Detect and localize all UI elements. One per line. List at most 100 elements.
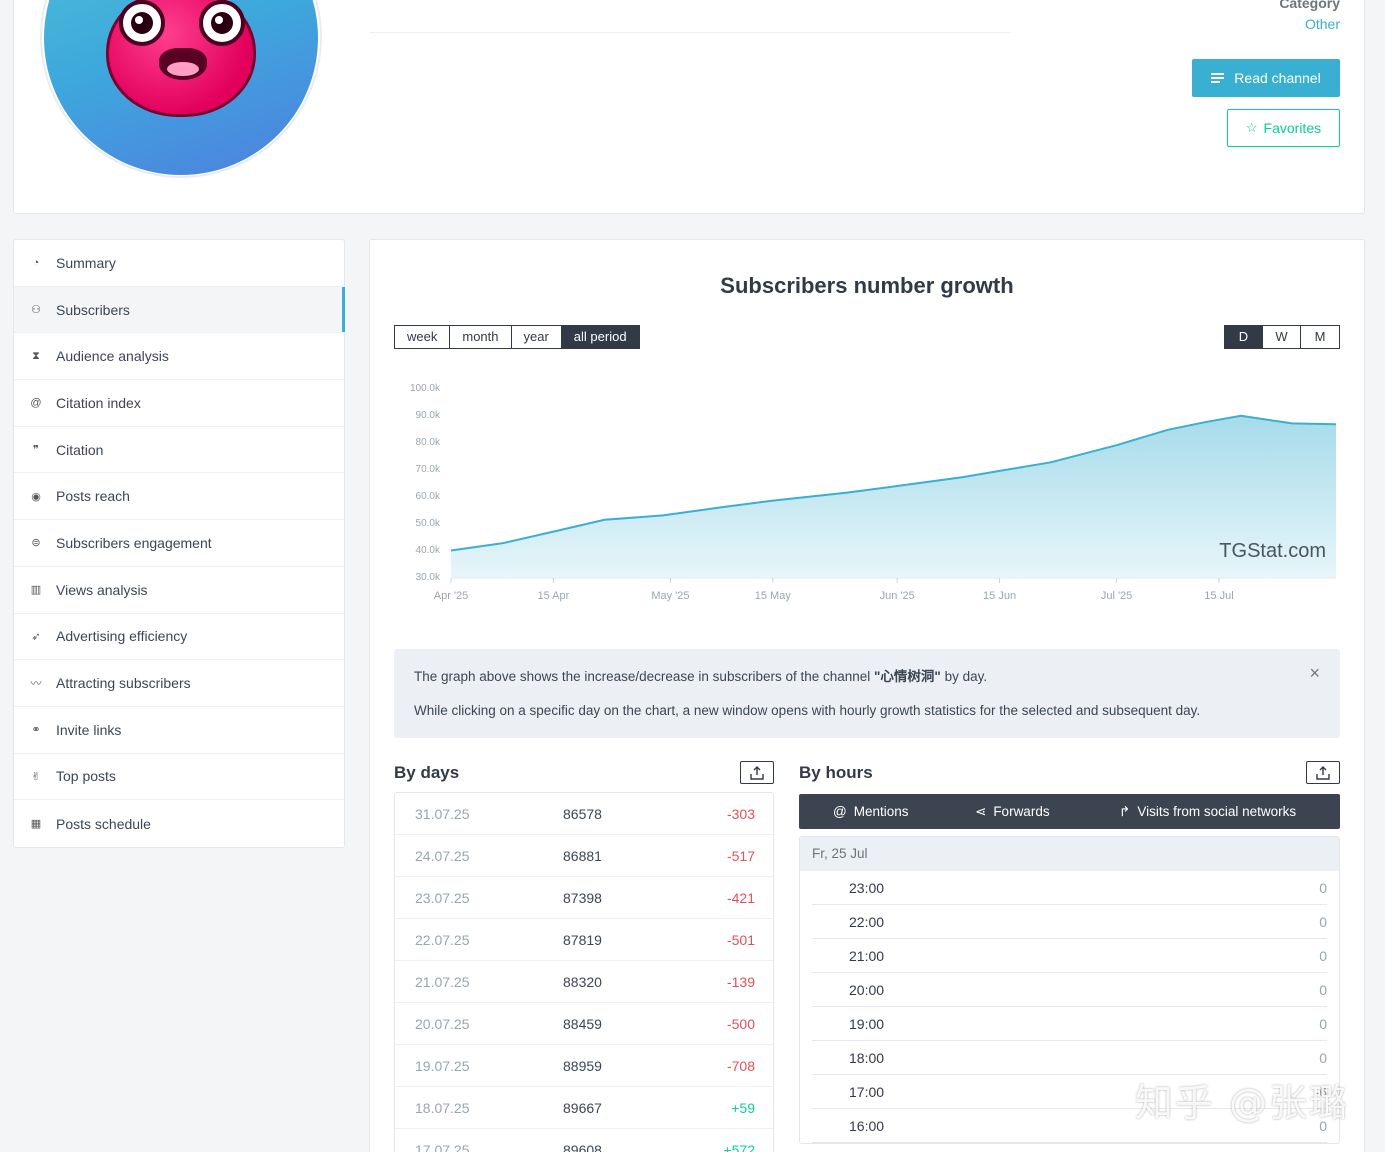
- table-row[interactable]: 20.07.25 88459 -500: [395, 1003, 773, 1045]
- hour-value: 0: [1319, 879, 1327, 896]
- table-row[interactable]: 21.07.25 88320 -139: [395, 961, 773, 1003]
- day-value: 88959: [563, 1057, 602, 1074]
- y-tick-label: 40.0k: [416, 545, 441, 556]
- table-row[interactable]: 22.07.25 87819 -501: [395, 919, 773, 961]
- period-year[interactable]: year: [512, 326, 562, 348]
- sidebar-item-audience-analysis[interactable]: ⧗ Audience analysis: [14, 333, 344, 381]
- sidebar-item-label: Audience analysis: [56, 348, 169, 365]
- hour-value: 0: [1319, 1049, 1327, 1066]
- days-table: 31.07.25 86578 -303 24.07.25 86881 -517 23.07.…: [394, 792, 774, 1152]
- hour-time: 16:00: [849, 1117, 885, 1134]
- sidebar-item-label: Advertising efficiency: [56, 628, 188, 645]
- day-date: 21.07.25: [415, 973, 470, 990]
- read-channel-button[interactable]: Read channel: [1192, 59, 1340, 97]
- sidebar-item-subscribers-engagement[interactable]: ⊜ Subscribers engagement: [14, 520, 344, 567]
- hour-time: 23:00: [849, 879, 885, 896]
- export-hours-button[interactable]: [1306, 761, 1340, 784]
- day-value: 89608: [563, 1141, 602, 1152]
- list-item: 20:00 0: [812, 973, 1327, 1007]
- hour-time: 20:00: [849, 981, 885, 998]
- channel-name: "心情树洞": [874, 669, 941, 684]
- engagement-icon: ⊜: [31, 537, 41, 550]
- at-icon: @: [30, 396, 42, 409]
- y-tick-label: 60.0k: [416, 491, 441, 502]
- sidebar-item-attracting-subscribers[interactable]: 〰 Attracting subscribers: [14, 660, 344, 707]
- sidebar-item-subscribers[interactable]: ⚇ Subscribers: [14, 286, 345, 334]
- category-value[interactable]: Other: [1304, 16, 1340, 32]
- tab-label: Forwards: [993, 804, 1050, 819]
- star-icon: ☆: [1245, 120, 1258, 135]
- day-value: 89667: [563, 1099, 602, 1116]
- list-item: 23:00 0: [812, 871, 1327, 905]
- link-icon: ⚭: [31, 724, 41, 737]
- by-days-title: By days: [394, 763, 460, 782]
- sidebar-item-label: Invite links: [56, 721, 122, 738]
- x-tick-label: May '25: [651, 590, 689, 602]
- period-month[interactable]: month: [450, 326, 512, 348]
- granularity-w[interactable]: W: [1263, 326, 1301, 348]
- day-change: +572: [723, 1141, 755, 1152]
- period-week[interactable]: week: [395, 326, 451, 348]
- upload-icon: [1316, 765, 1330, 780]
- table-row[interactable]: 17.07.25 89608 +572: [395, 1129, 773, 1152]
- avatar-mascot: [106, 0, 256, 117]
- y-tick-label: 30.0k: [416, 572, 441, 583]
- favorites-label: Favorites: [1263, 120, 1322, 136]
- sidebar-item-top-posts[interactable]: ✌ Top posts: [14, 754, 344, 801]
- x-tick-label: Apr '25: [434, 590, 469, 602]
- subscribers-chart[interactable]: 30.0k 40.0k 50.0k 60.0k 70.0k 80.0k 90.0k 100.0…: [394, 372, 1340, 612]
- dashboard-icon: ◔: [32, 256, 40, 269]
- x-tick-label: 15 May: [755, 590, 792, 602]
- export-days-button[interactable]: [740, 761, 774, 784]
- at-icon: @: [833, 804, 847, 819]
- hour-time: 21:00: [849, 947, 885, 964]
- list-item: 19:00 0: [812, 1007, 1327, 1041]
- sidebar-item-posts-reach[interactable]: ◉ Posts reach: [14, 473, 344, 521]
- close-icon[interactable]: ×: [1309, 663, 1320, 683]
- sidebar-nav: ◔ Summary ⚇ Subscribers ⧗ Audience analysis @ C…: [13, 239, 345, 848]
- calendar-icon: ▦: [30, 818, 42, 831]
- sidebar-item-posts-schedule[interactable]: ▦ Posts schedule: [14, 800, 344, 847]
- day-date: 19.07.25: [415, 1057, 470, 1074]
- day-date: 24.07.25: [415, 847, 470, 864]
- sidebar-item-invite-links[interactable]: ⚭ Invite links: [14, 707, 344, 754]
- table-row[interactable]: 31.07.25 86578 -303: [395, 793, 773, 835]
- eye-icon: ◉: [31, 490, 41, 503]
- x-tick-label: 15 Jul: [1204, 590, 1233, 602]
- table-row[interactable]: 18.07.25 89667 +59: [395, 1087, 773, 1129]
- table-row[interactable]: 19.07.25 88959 -708: [395, 1045, 773, 1087]
- hours-date-header: Fr, 25 Jul: [800, 837, 1339, 871]
- series-area: [451, 415, 1336, 577]
- day-change: +59: [731, 1099, 755, 1116]
- day-value: 86881: [563, 847, 602, 864]
- sidebar-item-citation-index[interactable]: @ Citation index: [14, 380, 344, 427]
- granularity-d[interactable]: D: [1225, 326, 1263, 348]
- bar-chart-icon: ▥: [30, 584, 42, 597]
- tab-visits-from-social-networks[interactable]: ↱ Visits from social networks: [1119, 804, 1296, 820]
- hour-time: 22:00: [849, 913, 885, 930]
- hour-time: 18:00: [849, 1049, 885, 1066]
- period-all-period[interactable]: all period: [561, 326, 639, 348]
- tab-forwards[interactable]: ⋖ Forwards: [975, 804, 1050, 820]
- sidebar-item-summary[interactable]: ◔ Summary: [14, 240, 344, 287]
- x-tick-label: 15 Jun: [983, 590, 1016, 602]
- hour-time: 19:00: [849, 1015, 885, 1032]
- table-row[interactable]: 23.07.25 87398 -421: [395, 877, 773, 919]
- tab-mentions[interactable]: @ Mentions: [833, 804, 909, 819]
- sidebar-item-views-analysis[interactable]: ▥ Views analysis: [14, 567, 344, 614]
- rocket-icon: ➶: [31, 630, 41, 643]
- day-change: -517: [726, 847, 755, 864]
- sidebar-item-label: Subscribers: [56, 301, 130, 318]
- sidebar-item-label: Views analysis: [56, 581, 148, 598]
- y-tick-label: 70.0k: [416, 464, 441, 475]
- table-row[interactable]: 24.07.25 86881 -517: [395, 835, 773, 877]
- sidebar-item-citation[interactable]: ❞ Citation: [14, 427, 344, 474]
- read-channel-label: Read channel: [1234, 70, 1321, 86]
- favorites-button[interactable]: ☆ Favorites: [1227, 109, 1340, 147]
- granularity-m[interactable]: M: [1314, 329, 1326, 344]
- day-date: 20.07.25: [415, 1015, 470, 1032]
- sidebar-item-advertising-efficiency[interactable]: ➶ Advertising efficiency: [14, 614, 344, 661]
- day-date: 23.07.25: [415, 889, 470, 906]
- main-content: Subscribers number growth week month year a…: [369, 239, 1365, 1152]
